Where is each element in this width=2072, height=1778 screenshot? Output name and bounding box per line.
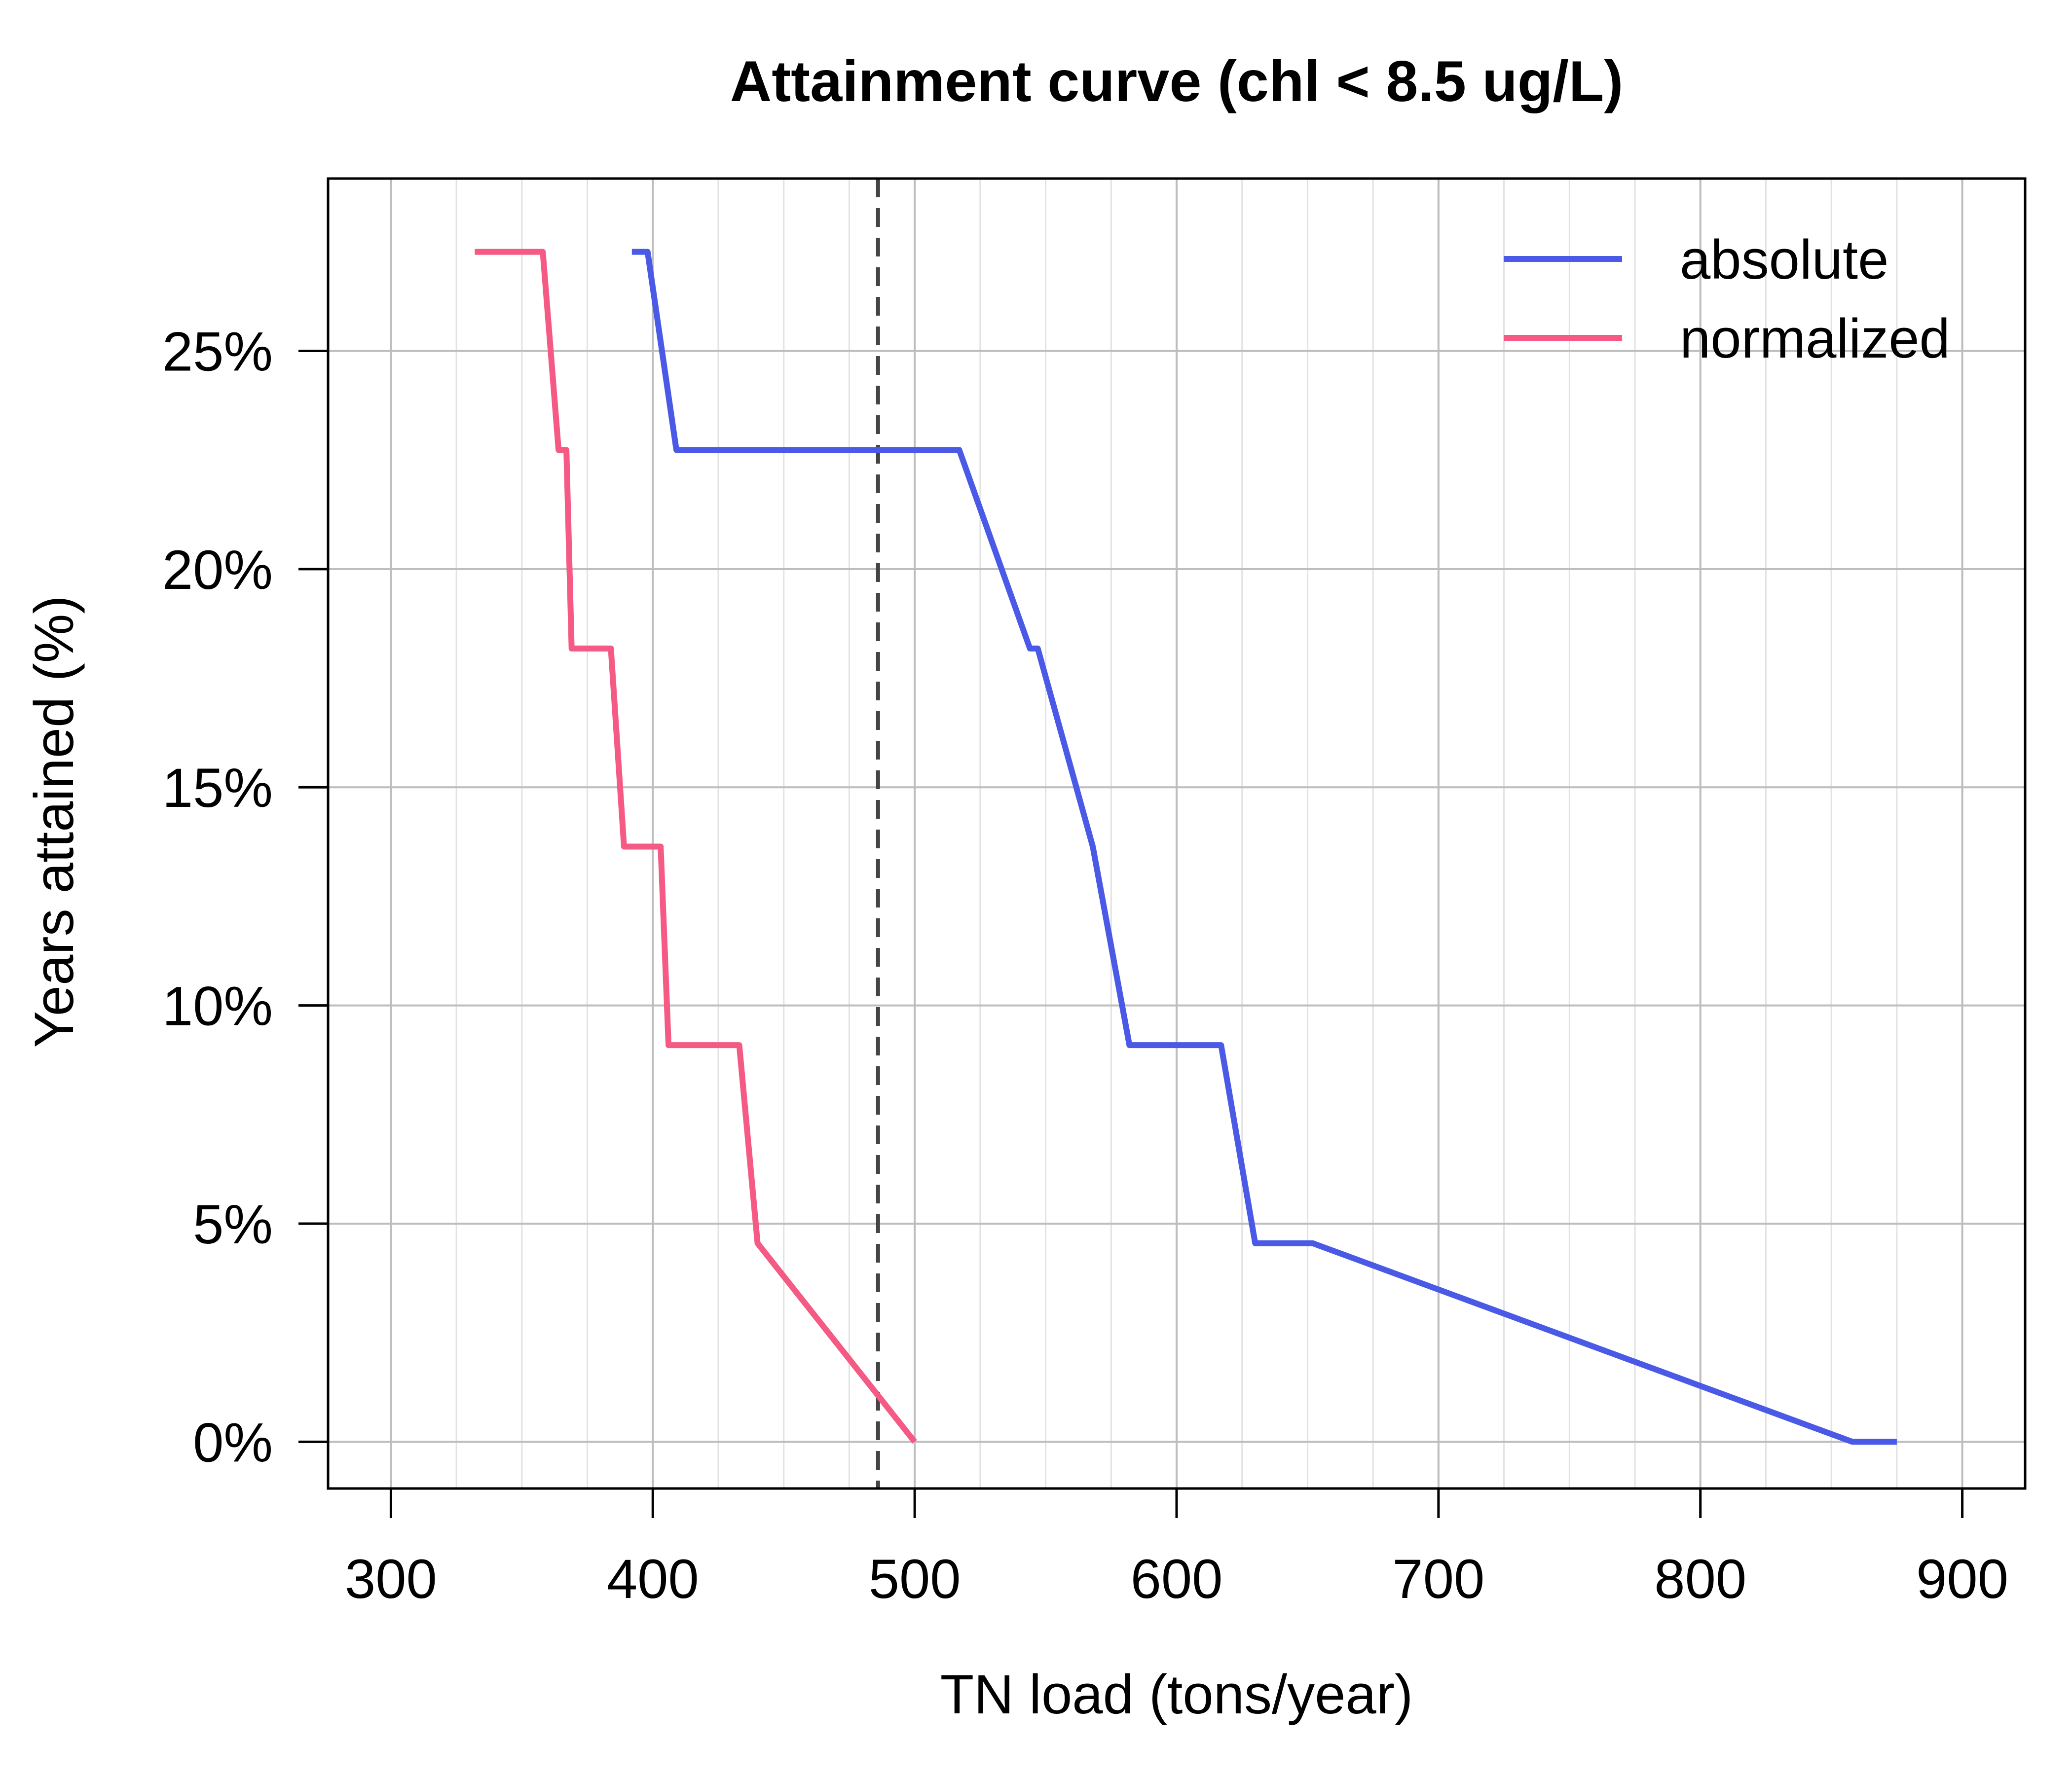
grid-layer [328, 179, 2025, 1488]
y-tick-label: 25% [162, 321, 273, 382]
legend: absolute normalized [1504, 229, 1950, 369]
y-axis-ticks: 0% 5% 10% 15% 20% 25% [162, 321, 328, 1473]
x-tick-label: 400 [607, 1548, 699, 1610]
y-tick-label: 10% [162, 976, 273, 1037]
x-tick-label: 600 [1131, 1548, 1223, 1610]
x-axis-ticks: 300 400 500 600 700 800 900 [345, 1488, 2008, 1610]
chart-title: Attainment curve (chl < 8.5 ug/L) [730, 49, 1624, 113]
y-tick-label: 0% [193, 1412, 273, 1473]
x-tick-label: 300 [345, 1548, 437, 1610]
series-line-absolute [631, 249, 1897, 1445]
legend-label-normalized: normalized [1680, 308, 1950, 369]
series-line-normalized [475, 249, 917, 1444]
x-axis-label: TN load (tons/year) [940, 1664, 1413, 1725]
x-tick-label: 900 [1916, 1548, 2008, 1610]
x-tick-label: 500 [869, 1548, 961, 1610]
legend-label-absolute: absolute [1680, 229, 1888, 290]
y-tick-label: 15% [162, 757, 273, 819]
y-axis-label: Years attained (%) [23, 595, 85, 1048]
series-layer [475, 249, 1897, 1445]
y-tick-label: 5% [193, 1194, 273, 1255]
y-tick-label: 20% [162, 539, 273, 601]
x-tick-label: 800 [1654, 1548, 1746, 1610]
x-tick-label: 700 [1392, 1548, 1484, 1610]
